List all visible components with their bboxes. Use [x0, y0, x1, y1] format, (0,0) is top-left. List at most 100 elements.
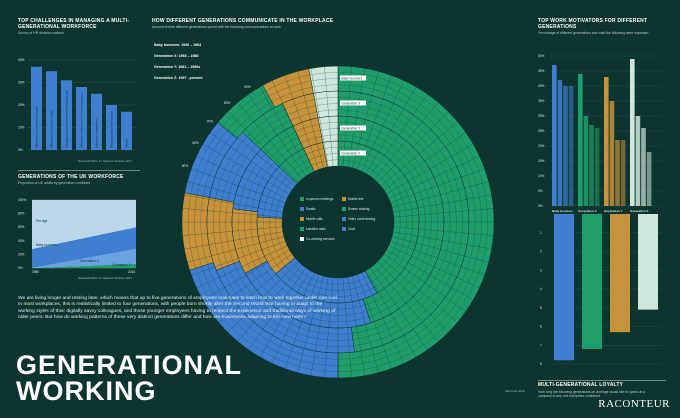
uk-workforce-chart: 100% 80% 60% 40% 20% 0% Pre-age Baby boomers Gen… — [18, 198, 136, 274]
y-tick-label: 30% — [18, 81, 25, 85]
bar-category-label: Integration of generations — [95, 118, 99, 148]
scale-label: 70% — [207, 120, 214, 124]
ring-spoke — [284, 274, 320, 369]
group-label: Generation Z — [630, 209, 649, 213]
ring-spoke — [388, 155, 480, 199]
gen-key-1: Generation X: 1965 – 1980 — [154, 54, 199, 58]
ring-spoke — [393, 231, 492, 250]
page-title: GENERATIONAL WORKING — [16, 352, 242, 406]
legend-label: Chat — [348, 227, 355, 231]
bar — [46, 71, 57, 150]
ring-segment — [337, 140, 420, 294]
gen-key-3: Generation Z: 1997 - present — [154, 76, 203, 80]
bar — [563, 86, 568, 206]
series-label: Generation X — [80, 259, 100, 263]
y-tick-label: 20% — [538, 144, 545, 148]
bar — [589, 125, 594, 206]
loyalty-panel: 1 2 3 4 5 6 7 8 Multi-generational loyalty How … — [538, 204, 666, 400]
legend-swatch — [342, 217, 346, 221]
divider — [18, 170, 140, 171]
ring-spoke — [259, 270, 311, 358]
bar — [630, 59, 635, 206]
ring-spoke — [237, 102, 303, 180]
y-tick-label: 45% — [538, 69, 545, 73]
ring-spoke — [347, 277, 366, 376]
bar — [106, 105, 117, 150]
bar — [582, 214, 602, 349]
ring-spoke — [271, 272, 315, 364]
legend-swatch — [300, 237, 304, 241]
y-tick-label: 1 — [540, 231, 542, 235]
ring-spoke — [369, 267, 428, 350]
ring-spoke — [191, 240, 286, 276]
bar — [583, 116, 589, 206]
ring-spoke — [184, 194, 283, 213]
legend-label: Mobile calls — [306, 217, 323, 221]
ring-label-tag — [340, 75, 366, 81]
y-tick-label: 5% — [538, 189, 543, 193]
challenges-source: Randstad/Office for National Statistics … — [78, 159, 133, 163]
ring-spoke — [352, 276, 379, 373]
y-tick-label: 30% — [538, 114, 545, 118]
ring-spoke — [342, 66, 352, 167]
ring-spoke — [361, 272, 405, 364]
ring-spoke — [202, 143, 290, 195]
ring-spoke — [383, 132, 466, 191]
legend-swatch — [342, 227, 346, 231]
bar — [620, 140, 626, 206]
motivators-subtitle: Percentage of different generations who … — [538, 31, 649, 35]
ring-spoke — [259, 86, 311, 174]
y-tick-label: 0% — [538, 204, 543, 208]
ring-spoke — [210, 253, 293, 312]
y-tick-label: 20% — [18, 252, 25, 256]
communication-ring-chart: Baby boomers Generation X Generation Y Gene… — [181, 65, 495, 379]
legend-label: Screen sharing — [348, 207, 370, 211]
group-label: Generation X — [578, 209, 597, 213]
ring-spoke — [218, 121, 296, 187]
ring-spoke — [365, 270, 417, 358]
ring-spoke — [356, 274, 392, 369]
series-label: Generation Y — [112, 263, 132, 267]
bar — [641, 128, 646, 206]
group-label: Generation Y — [604, 209, 623, 213]
ring-label: Baby boomers — [342, 76, 363, 80]
legend-label: Landline calls — [306, 227, 326, 231]
bar — [610, 214, 630, 333]
ring-spoke — [392, 236, 489, 263]
ring-spoke — [386, 143, 474, 195]
y-tick-label: 6 — [540, 325, 542, 329]
uk-workforce-title: Generations of the UK workforce — [18, 174, 124, 180]
uk-workforce-panel: Generations of the UK workforce Proporti… — [18, 174, 140, 284]
bar — [76, 87, 87, 150]
ring-spoke — [324, 66, 334, 167]
challenges-chart: 40% 30% 20% 10% 0% Differences in communicati… — [18, 58, 136, 152]
ring-spoke — [182, 208, 283, 218]
series-label: Pre-age — [36, 219, 48, 223]
x-tick-label: 1980 — [32, 270, 39, 274]
ring-spoke — [324, 277, 334, 378]
y-tick-label: 10% — [18, 126, 25, 130]
y-tick-label: 50% — [538, 54, 545, 58]
loyalty-title: Multi-generational loyalty — [538, 382, 624, 388]
bar — [557, 80, 563, 206]
ring-center — [284, 168, 392, 276]
bar — [121, 111, 132, 150]
y-tick-label: 25% — [538, 129, 545, 133]
bar — [91, 93, 102, 150]
ring-spoke — [392, 181, 489, 208]
ring-spoke — [271, 80, 315, 172]
ring-spoke — [184, 231, 283, 250]
ring-label-tag — [340, 100, 366, 106]
ring-spoke — [237, 264, 303, 342]
ring-label-tag — [340, 125, 366, 131]
bar — [646, 152, 652, 206]
ring-spoke — [227, 111, 299, 183]
ring-spoke — [248, 94, 307, 177]
area-series — [32, 263, 136, 268]
ring-spoke — [191, 168, 286, 204]
area-series — [32, 227, 136, 268]
y-tick-label: 0% — [18, 148, 23, 152]
bar — [552, 65, 557, 206]
title-line-2: WORKING — [16, 376, 157, 406]
bar — [638, 214, 658, 310]
